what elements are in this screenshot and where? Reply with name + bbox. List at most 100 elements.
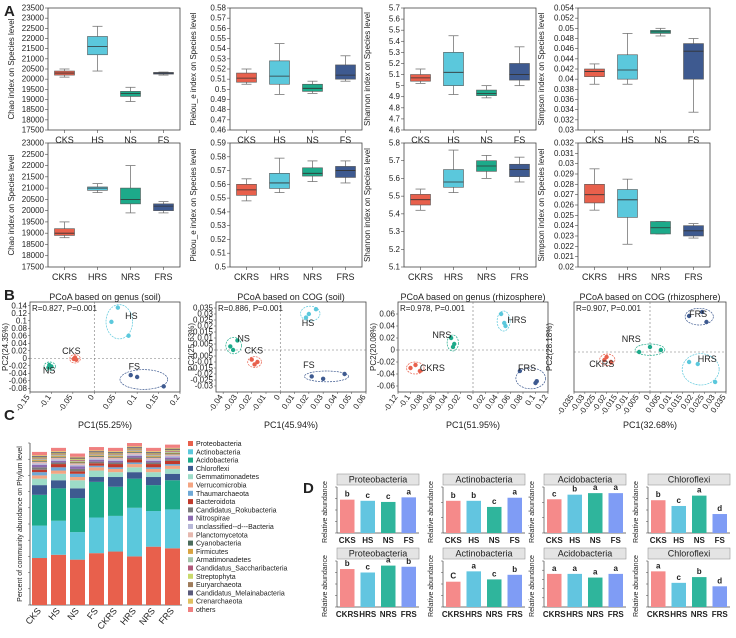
group-ellipse xyxy=(446,334,459,352)
stack-segment xyxy=(89,553,104,605)
y-tick-label: 5.8 xyxy=(389,139,401,148)
box xyxy=(302,83,323,92)
bar xyxy=(712,514,727,533)
box xyxy=(87,186,108,191)
stack-segment xyxy=(89,447,104,451)
x-tick-label: NRS xyxy=(380,610,398,619)
stack-segment xyxy=(70,460,85,461)
x-tick-label: HS xyxy=(447,135,460,145)
y-tick-label: -0.005 xyxy=(190,352,213,361)
x-tick-label: FS xyxy=(611,536,622,545)
y-tick-label: 0.031 xyxy=(554,149,575,158)
box xyxy=(617,189,638,218)
y-tick-label: 0.06 xyxy=(379,310,395,319)
y-tick-label: 0.56 xyxy=(210,24,226,33)
y-tick-label: 19000 xyxy=(22,95,45,104)
x-tick-label: 0.1 xyxy=(125,393,139,408)
stack-segment xyxy=(146,459,161,461)
y-tick-label: 0.029 xyxy=(554,170,575,179)
stack-segment xyxy=(127,455,142,458)
y-axis-label: Shannon index on Species level xyxy=(363,12,372,126)
box xyxy=(584,68,605,77)
pcoa-chart-B1: PCoA based on genus (soil) R=0.827, P=0.0… xyxy=(1,292,182,430)
y-tick-label: 20500 xyxy=(22,195,45,204)
y-tick-label: 5.4 xyxy=(389,37,401,46)
x-tick-label: CKS xyxy=(445,536,463,545)
box xyxy=(443,169,464,188)
facet-strip xyxy=(442,473,526,486)
stack-segment xyxy=(108,460,123,463)
stack-segment xyxy=(70,559,85,605)
group-ellipse xyxy=(515,367,546,390)
legend-swatch xyxy=(188,532,193,538)
stack-segment xyxy=(165,459,180,461)
group-label: FRS xyxy=(689,309,707,319)
stack-segment xyxy=(108,452,123,454)
y-tick-label: 17500 xyxy=(22,263,45,272)
stack-segment xyxy=(51,451,66,453)
stack-segment xyxy=(32,459,47,461)
group-ellipse xyxy=(105,304,133,340)
x-tick-label: CKRS xyxy=(95,606,119,632)
x-tick-label: NRS xyxy=(477,272,496,282)
stack-segment xyxy=(70,464,85,467)
bar xyxy=(487,579,502,607)
stack-segment xyxy=(32,461,47,464)
group-ellipse xyxy=(496,310,511,332)
y-tick-label: 0.57 xyxy=(210,166,226,175)
bar xyxy=(651,571,666,607)
significance-letter: a xyxy=(697,486,702,495)
stack-segment xyxy=(108,456,123,458)
legend-swatch xyxy=(188,524,193,529)
pcoa-chart-B3: PCoA based on genus (rhizosphere) R=0.978… xyxy=(369,292,550,430)
y-tick-label: 0.005 xyxy=(193,340,214,349)
pcoa-chart-B2: PCoA based on COG (soil) R=0.886, P=0.001… xyxy=(187,292,368,430)
box xyxy=(509,63,530,81)
x-tick-label: -0.02 xyxy=(444,393,462,414)
x-tick-label: FS xyxy=(715,536,726,545)
stack-segment xyxy=(165,465,180,469)
stack-segment xyxy=(51,459,66,461)
x-tick-label: NRS xyxy=(303,272,322,282)
significance-letter: b xyxy=(471,491,476,500)
stack-segment xyxy=(127,459,142,463)
box xyxy=(617,54,638,80)
y-tick-label: 5 xyxy=(396,81,401,90)
x-tick-label: CKRS xyxy=(234,272,259,282)
y-tick-label: 17500 xyxy=(22,126,45,135)
stack-segment xyxy=(146,511,161,547)
stack-segment xyxy=(146,462,161,465)
stack-segment xyxy=(32,451,47,456)
box xyxy=(476,89,497,96)
stack-segment xyxy=(146,456,161,458)
stack-segment xyxy=(32,558,47,605)
y-tick-label: 5.3 xyxy=(389,48,401,57)
y-tick-label: 5.2 xyxy=(389,59,401,68)
stack-segment xyxy=(32,494,47,526)
y-tick-label: 0.042 xyxy=(554,65,575,74)
x-tick-label: 0.05 xyxy=(337,393,354,411)
group-ellipse xyxy=(69,354,81,364)
significance-letter: a xyxy=(593,568,598,577)
x-tick-label: FS xyxy=(688,135,700,145)
x-tick-label: HS xyxy=(91,135,104,145)
stack-segment xyxy=(51,447,66,452)
group-label: CKS xyxy=(62,346,81,356)
stacked-bar-chart: Percent of community abundance on Phylum… xyxy=(17,441,288,631)
y-tick-label: -0.08 xyxy=(9,384,28,393)
sample-point xyxy=(534,379,539,384)
stack-segment xyxy=(70,473,85,478)
legend-swatch xyxy=(188,540,193,546)
legend-label: Acidobacteria xyxy=(196,458,239,465)
legend-label: Planctomycetota xyxy=(196,532,248,539)
y-tick-label: 0.57 xyxy=(210,14,226,23)
stack-segment xyxy=(165,464,180,466)
y-tick-label: 19500 xyxy=(22,217,45,226)
chart-title: Chloroflexi xyxy=(668,549,711,559)
stack-segment xyxy=(70,460,85,462)
stack-segment xyxy=(146,468,161,473)
x-tick-label: HRS xyxy=(618,272,637,282)
group-label: CKRS xyxy=(589,359,614,369)
y-tick-label: 5.5 xyxy=(389,26,401,35)
